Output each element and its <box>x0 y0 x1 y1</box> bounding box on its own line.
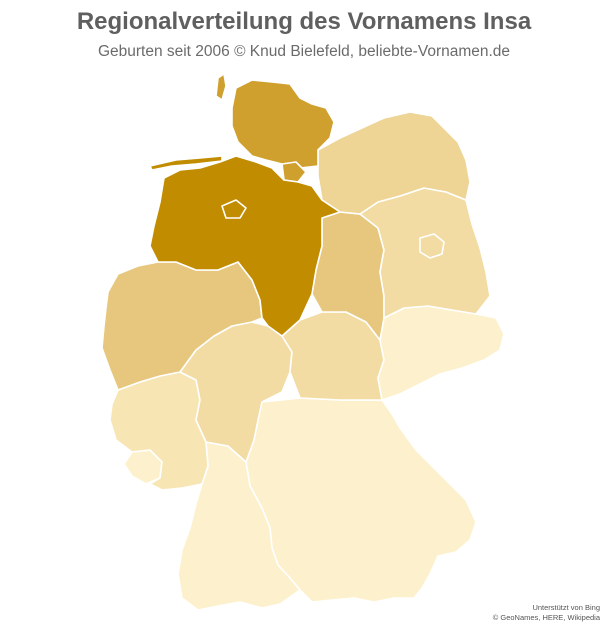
chart-subtitle: Geburten seit 2006 © Knud Bielefeld, bel… <box>97 43 511 60</box>
attribution-sources: © GeoNames, HERE, Wikipedia <box>492 613 600 622</box>
region-mecklenburg-vorpommern <box>317 111 471 215</box>
attribution-bing: Unterstützt von Bing <box>532 603 600 612</box>
region-berlin <box>419 233 445 259</box>
islands-east-frisian <box>149 155 223 171</box>
region-sachsen <box>377 305 505 401</box>
region-hamburg <box>281 161 307 183</box>
region-baden-wuerttemberg <box>177 441 301 611</box>
region-schleswig-holstein <box>231 79 335 169</box>
map-attribution: Unterstützt von Bing © GeoNames, HERE, W… <box>493 603 600 623</box>
chart-title: Regionalverteilung des Vornamens Insa <box>76 8 532 35</box>
region-niedersachsen <box>149 155 341 337</box>
island-sylt <box>215 73 227 101</box>
region-bremen <box>221 199 247 219</box>
